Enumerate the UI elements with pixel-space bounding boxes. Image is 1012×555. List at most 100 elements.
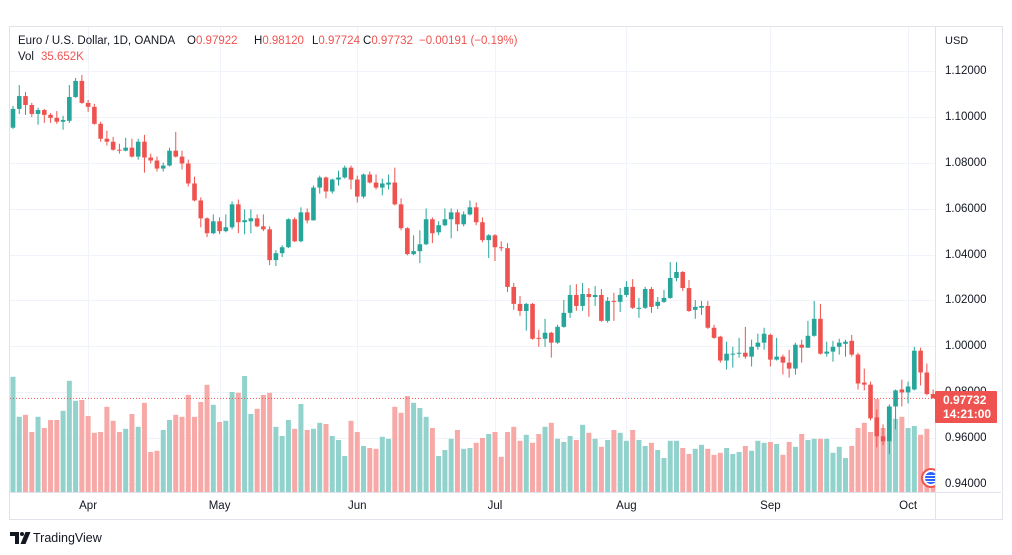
volume-bar <box>761 442 767 492</box>
volume-bar <box>567 436 573 492</box>
plot-area[interactable] <box>10 27 935 492</box>
volume-bar <box>774 444 780 492</box>
volume-bar <box>79 400 85 492</box>
candle <box>455 209 460 232</box>
candle <box>636 297 642 318</box>
volume-bar <box>561 442 567 492</box>
volume-bar <box>323 424 329 492</box>
candle-body <box>843 341 848 344</box>
candle-body <box>836 342 842 347</box>
candle-body <box>686 288 692 311</box>
volume-bar <box>523 434 529 492</box>
volume-bar <box>379 436 385 492</box>
candle <box>461 211 466 227</box>
candle <box>48 113 53 123</box>
volume-bar <box>692 448 698 492</box>
candle-body <box>211 221 216 234</box>
volume-bar <box>223 420 229 492</box>
time-axis[interactable]: Apr May Jun Jul Aug Sep Oct <box>10 493 935 519</box>
candle-body <box>217 221 222 232</box>
currency-label: USD <box>945 35 969 47</box>
volume-bar <box>292 428 298 492</box>
candle <box>179 150 185 170</box>
candle <box>887 404 892 455</box>
candle-body <box>692 306 698 310</box>
candle-body <box>242 220 247 223</box>
candle-body <box>680 272 686 289</box>
candle <box>204 217 210 238</box>
candle-body <box>361 174 366 197</box>
candle <box>486 234 492 259</box>
volume-bar <box>217 422 223 492</box>
candle-body <box>167 150 172 166</box>
candle <box>661 289 667 303</box>
candle-body <box>649 288 654 307</box>
volume-bar <box>104 406 110 492</box>
candle-body <box>505 248 510 287</box>
candle <box>899 379 905 407</box>
volume-bar <box>861 422 867 492</box>
volume-bar <box>511 426 517 492</box>
candle <box>761 327 767 350</box>
volume-bar <box>780 454 786 492</box>
candle <box>392 167 398 206</box>
volume-bar <box>423 416 429 492</box>
candle <box>755 333 761 350</box>
legend-open-value: 0.97922 <box>195 35 238 47</box>
candle-body <box>799 344 804 348</box>
candle-body <box>930 394 935 399</box>
candle-body <box>924 372 930 395</box>
volume-bar <box>586 432 592 492</box>
volume-bar <box>573 440 579 492</box>
candle <box>411 235 416 256</box>
candle <box>329 178 335 194</box>
candle <box>160 162 166 172</box>
candle-body <box>98 123 103 139</box>
candle <box>924 363 930 396</box>
candle-body <box>292 219 297 242</box>
economic-events-icon[interactable] <box>921 468 935 488</box>
time-tick-label: Aug <box>616 500 637 512</box>
candle <box>649 286 654 313</box>
candle <box>836 338 842 355</box>
time-axis-separator <box>10 492 1001 493</box>
candle-body <box>824 351 830 354</box>
candle-body <box>642 288 648 308</box>
candle-body <box>636 307 642 309</box>
volume-bar <box>555 438 561 492</box>
volume-bar <box>66 380 72 492</box>
candle <box>680 271 686 292</box>
price-tick-label: 1.04000 <box>945 248 987 261</box>
volume-bar <box>699 444 705 492</box>
candlestick-chart <box>10 27 935 492</box>
price-tick-label: 1.06000 <box>945 202 987 215</box>
candle <box>336 170 341 186</box>
volume-bar <box>536 434 542 492</box>
legend-open-label: O <box>187 35 196 47</box>
price-tick-label: 1.10000 <box>945 110 987 123</box>
candle <box>555 324 560 344</box>
candle <box>217 217 222 235</box>
candle <box>67 85 72 123</box>
legend-change: −0.00191 (−0.19%) <box>419 35 518 47</box>
candle <box>605 297 610 323</box>
candle <box>317 175 323 194</box>
volume-bar <box>767 442 773 492</box>
candle-body <box>868 384 873 419</box>
candle-body <box>442 219 448 226</box>
volume-bar <box>129 414 135 492</box>
candle-body <box>517 303 523 311</box>
candle-body <box>16 96 22 109</box>
volume-bar <box>905 428 911 492</box>
volume-bar <box>260 394 266 492</box>
candle-body <box>367 174 373 183</box>
candle <box>123 137 128 152</box>
price-series <box>10 74 935 455</box>
candle <box>292 217 297 243</box>
candle <box>549 331 554 358</box>
price-tick-label: 0.94000 <box>945 478 987 490</box>
candle-body <box>574 294 579 306</box>
legend-vol-label: Vol <box>18 51 34 63</box>
volume-bar <box>786 442 792 492</box>
volume-bar <box>54 420 60 492</box>
